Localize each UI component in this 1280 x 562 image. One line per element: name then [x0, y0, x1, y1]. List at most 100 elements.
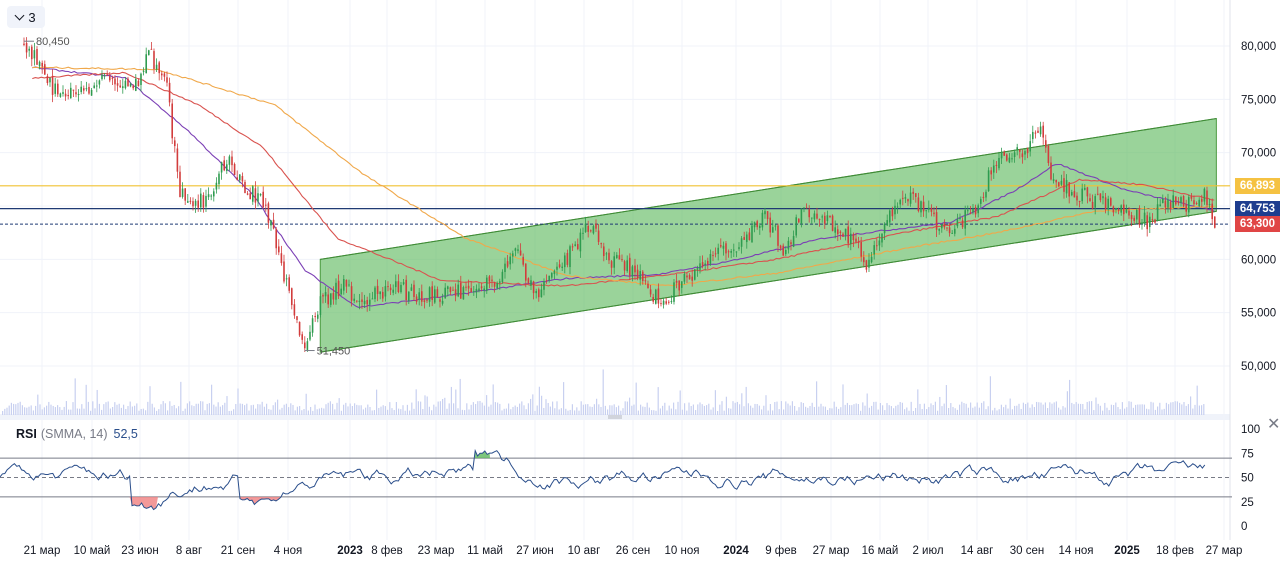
- volume-bar: [164, 403, 166, 415]
- annotation-label: 80,450: [36, 36, 70, 48]
- candle-body: [1081, 188, 1083, 202]
- regression-channel[interactable]: [319, 117, 1217, 353]
- candle-body: [1120, 205, 1122, 213]
- volume-bar: [162, 401, 164, 415]
- candle-body: [350, 286, 353, 301]
- volume-bar: [543, 407, 545, 415]
- volume-bar: [314, 404, 316, 415]
- volume-bar: [534, 410, 536, 415]
- volume-bar: [175, 408, 177, 415]
- volume-bar: [565, 408, 567, 415]
- candle-body: [1193, 200, 1195, 205]
- candle-body: [33, 50, 36, 59]
- candle-body: [1003, 152, 1005, 156]
- volume-bar: [763, 405, 765, 415]
- candle-body: [69, 87, 72, 99]
- volume-bar: [398, 408, 400, 415]
- volume-bar: [1091, 401, 1093, 415]
- volume-bar: [138, 410, 140, 415]
- candle-body: [925, 210, 927, 212]
- candle-body: [561, 266, 563, 268]
- volume-bar: [1097, 403, 1099, 415]
- volume-bar: [941, 406, 943, 415]
- candle-body: [977, 205, 979, 214]
- candle-body: [389, 287, 392, 291]
- candle-body: [998, 157, 1000, 169]
- time-axis[interactable]: 21 мар 10 май 23 июн 8 авг 21 сен 4 ноя 2023 8 …: [24, 545, 1243, 557]
- candle-body: [311, 318, 314, 333]
- rsi-panel[interactable]: 100 75 50 25 0: [0, 424, 1260, 533]
- candle-body: [774, 225, 777, 227]
- volume-bar: [224, 402, 226, 415]
- volume-bar: [464, 410, 466, 415]
- candle-body: [140, 73, 142, 85]
- volume-bar: [1020, 408, 1022, 415]
- volume-bar: [347, 406, 349, 415]
- volume-bar: [791, 401, 793, 415]
- collapse-indicators-button[interactable]: 3: [7, 6, 45, 28]
- volume-bar: [765, 395, 767, 415]
- time-tick-label: 16 май: [862, 545, 899, 557]
- volume-bar: [274, 402, 276, 415]
- moving-averages: [32, 66, 1215, 309]
- candle-body: [712, 255, 714, 257]
- candle-body: [160, 73, 163, 76]
- volume-bar: [613, 404, 615, 415]
- moving-average-line: [32, 66, 1215, 309]
- volume-bar: [1095, 397, 1097, 415]
- candle-body: [296, 316, 298, 320]
- candle-body: [686, 275, 688, 278]
- volume-bar: [622, 408, 624, 415]
- volume-bar: [868, 407, 870, 415]
- volume-bar: [1154, 409, 1156, 415]
- volume-bar: [15, 404, 17, 415]
- volume-bar: [470, 404, 472, 415]
- candle-body: [134, 78, 137, 91]
- candle-body: [1039, 126, 1042, 135]
- channel-lower-line: [320, 210, 1217, 353]
- candle-body: [1078, 200, 1081, 202]
- candle-body: [158, 62, 160, 74]
- candle-body: [714, 253, 717, 255]
- horizontal-lines[interactable]: [0, 185, 1230, 225]
- candle-body: [173, 140, 176, 147]
- volume-bar: [732, 401, 734, 415]
- volume-bar: [750, 405, 752, 415]
- volume-bar: [50, 404, 52, 415]
- volume-bar: [959, 404, 961, 415]
- volume-bar: [147, 401, 149, 415]
- candle-body: [927, 207, 930, 210]
- candle-body: [316, 314, 319, 319]
- volume-bar: [862, 402, 864, 415]
- candle-body: [917, 197, 920, 212]
- candle-body: [478, 288, 480, 291]
- candle-body: [1180, 197, 1182, 203]
- volume-bar: [651, 410, 653, 415]
- candle-body: [194, 200, 197, 206]
- candle-body: [1050, 162, 1052, 180]
- volume-bar: [961, 401, 963, 415]
- volume-bar: [510, 409, 512, 415]
- volume-bar: [497, 402, 499, 415]
- volume-bar: [831, 408, 833, 415]
- volume-bar: [1203, 404, 1205, 415]
- volume-bar: [1192, 408, 1194, 415]
- volume-bar: [468, 409, 470, 415]
- volume-bar: [145, 410, 147, 415]
- close-icon[interactable]: ✕: [1267, 416, 1280, 433]
- volume-bar: [378, 407, 380, 415]
- candle-body: [743, 237, 745, 240]
- candle-body: [436, 289, 439, 298]
- candle-body: [420, 291, 423, 302]
- candle-body: [210, 195, 212, 197]
- volume-bar: [930, 403, 932, 415]
- candle-body: [1185, 204, 1187, 212]
- candle-body: [30, 46, 33, 60]
- candle-body: [1102, 196, 1104, 199]
- volume-bar: [96, 389, 98, 415]
- volume-bar: [1042, 404, 1044, 415]
- volume-bar: [978, 407, 980, 415]
- candle-body: [88, 86, 90, 94]
- candle-body: [374, 287, 376, 300]
